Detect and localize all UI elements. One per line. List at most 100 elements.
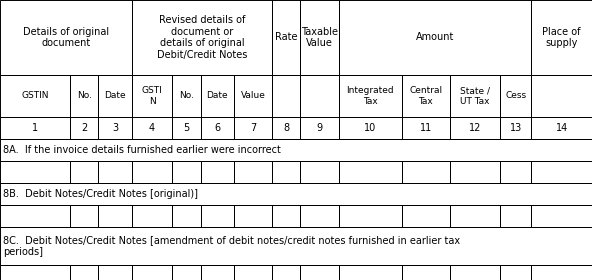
Bar: [131, 205, 172, 227]
Text: 8B.  Debit Notes/Credit Notes [original)]: 8B. Debit Notes/Credit Notes [original)]: [3, 189, 198, 199]
Bar: [500, 265, 532, 280]
Bar: [532, 265, 592, 280]
Bar: [201, 161, 234, 183]
Text: 10: 10: [364, 123, 377, 133]
Bar: [500, 75, 532, 117]
Bar: [234, 117, 272, 139]
Text: Rate: Rate: [275, 32, 298, 43]
Bar: [70, 75, 98, 117]
Bar: [532, 75, 592, 117]
Bar: [532, 205, 592, 227]
Text: Central
Tax: Central Tax: [409, 86, 442, 106]
Text: 13: 13: [510, 123, 522, 133]
Bar: [532, 161, 592, 183]
Bar: [450, 117, 500, 139]
Bar: [272, 0, 300, 75]
Bar: [70, 117, 98, 139]
Bar: [98, 161, 131, 183]
Bar: [532, 0, 592, 75]
Bar: [201, 205, 234, 227]
Text: Date: Date: [104, 92, 126, 101]
Bar: [0, 139, 592, 161]
Bar: [234, 265, 272, 280]
Text: GSTI
N: GSTI N: [141, 86, 162, 106]
Bar: [98, 205, 131, 227]
Bar: [70, 205, 98, 227]
Bar: [0, 161, 70, 183]
Text: 3: 3: [112, 123, 118, 133]
Bar: [500, 117, 532, 139]
Text: 5: 5: [184, 123, 189, 133]
Text: 14: 14: [555, 123, 568, 133]
Bar: [272, 161, 300, 183]
Bar: [300, 75, 339, 117]
Text: Details of original
document: Details of original document: [23, 27, 109, 48]
Bar: [339, 205, 402, 227]
Bar: [0, 183, 592, 205]
Text: Date: Date: [207, 92, 228, 101]
Text: 2: 2: [81, 123, 88, 133]
Bar: [339, 161, 402, 183]
Bar: [500, 205, 532, 227]
Bar: [131, 117, 172, 139]
Bar: [98, 117, 131, 139]
Bar: [272, 265, 300, 280]
Text: Revised details of
document or
details of original
Debit/Credit Notes: Revised details of document or details o…: [157, 15, 247, 60]
Text: Value: Value: [240, 92, 266, 101]
Text: Taxable
Value: Taxable Value: [301, 27, 338, 48]
Bar: [339, 0, 532, 75]
Bar: [201, 117, 234, 139]
Bar: [402, 75, 450, 117]
Bar: [70, 161, 98, 183]
Text: 11: 11: [420, 123, 432, 133]
Bar: [450, 265, 500, 280]
Text: 8C.  Debit Notes/Credit Notes [amendment of debit notes/credit notes furnished i: 8C. Debit Notes/Credit Notes [amendment …: [3, 235, 460, 257]
Bar: [339, 75, 402, 117]
Bar: [402, 265, 450, 280]
Bar: [0, 205, 70, 227]
Bar: [402, 161, 450, 183]
Bar: [0, 117, 70, 139]
Bar: [450, 161, 500, 183]
Bar: [234, 161, 272, 183]
Text: Amount: Amount: [416, 32, 454, 43]
Bar: [272, 117, 300, 139]
Text: 12: 12: [469, 123, 481, 133]
Bar: [300, 0, 339, 75]
Text: Integrated
Tax: Integrated Tax: [346, 86, 394, 106]
Bar: [532, 117, 592, 139]
Bar: [0, 265, 70, 280]
Bar: [450, 205, 500, 227]
Bar: [172, 161, 201, 183]
Bar: [402, 205, 450, 227]
Bar: [131, 0, 272, 75]
Bar: [0, 0, 131, 75]
Text: No.: No.: [77, 92, 92, 101]
Text: 7: 7: [250, 123, 256, 133]
Bar: [450, 75, 500, 117]
Bar: [172, 205, 201, 227]
Bar: [500, 161, 532, 183]
Text: 6: 6: [214, 123, 220, 133]
Bar: [172, 75, 201, 117]
Bar: [98, 75, 131, 117]
Text: 1: 1: [32, 123, 38, 133]
Text: 4: 4: [149, 123, 155, 133]
Bar: [172, 265, 201, 280]
Text: Place of
supply: Place of supply: [542, 27, 581, 48]
Bar: [234, 75, 272, 117]
Text: 9: 9: [317, 123, 323, 133]
Bar: [0, 75, 70, 117]
Text: No.: No.: [179, 92, 194, 101]
Bar: [70, 265, 98, 280]
Bar: [272, 205, 300, 227]
Text: 8: 8: [284, 123, 289, 133]
Bar: [402, 117, 450, 139]
Bar: [131, 265, 172, 280]
Bar: [300, 161, 339, 183]
Bar: [201, 265, 234, 280]
Text: GSTIN: GSTIN: [21, 92, 49, 101]
Bar: [272, 75, 300, 117]
Bar: [300, 265, 339, 280]
Bar: [234, 205, 272, 227]
